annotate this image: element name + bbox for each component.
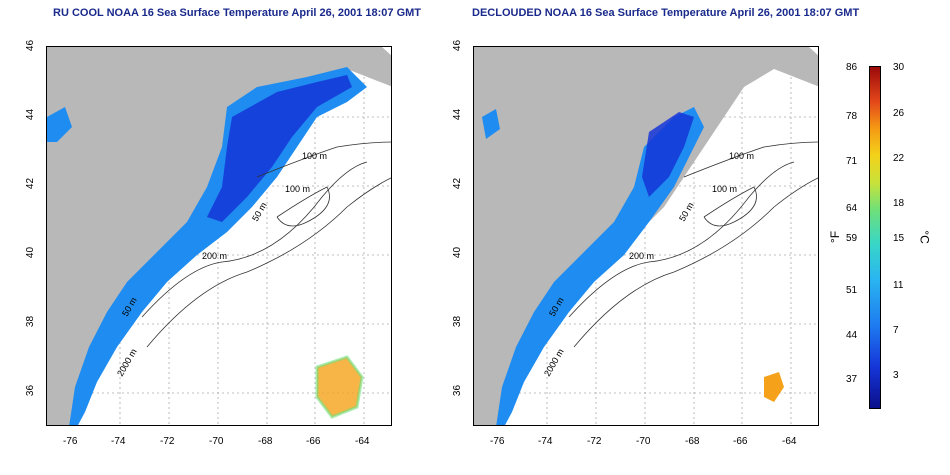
left-lat-tick: 36	[25, 384, 37, 397]
celsius-tick: 11	[893, 280, 904, 291]
fahrenheit-tick: 44	[846, 330, 858, 341]
fahrenheit-tick: 64	[846, 203, 858, 214]
fahrenheit-tick: 37	[846, 374, 858, 385]
depth-label: 100 m	[729, 151, 754, 161]
left-lon-tick: -70	[209, 436, 224, 447]
right-lon-tick: -72	[587, 436, 602, 447]
right-lat-tick: 36	[452, 384, 464, 397]
celsius-unit-label: °C	[917, 230, 932, 244]
left-lat-tick: 46	[25, 39, 37, 52]
right-lon-tick: -66	[733, 436, 748, 447]
depth-label: 100 m	[285, 184, 310, 194]
depth-label: 50 m	[677, 201, 696, 223]
left-lon-tick: -74	[111, 436, 126, 447]
depth-label: 100 m	[712, 184, 737, 194]
celsius-tick: 18	[893, 198, 905, 209]
right-lon-tick: -70	[636, 436, 651, 447]
celsius-tick: 26	[893, 108, 905, 119]
temperature-colorbar	[869, 66, 881, 409]
depth-label: 200 m	[202, 251, 227, 261]
right-lat-tick: 42	[452, 177, 464, 190]
left-lat-tick: 40	[25, 246, 37, 259]
fahrenheit-tick: 86	[846, 62, 858, 73]
left-lon-tick: -72	[160, 436, 175, 447]
right-sst-map: 100 m 100 m 50 m 200 m 50 m 2000 m	[473, 46, 819, 426]
depth-label: 2000 m	[542, 347, 566, 378]
left-lat-tick: 38	[25, 315, 37, 328]
depth-label: 200 m	[629, 251, 654, 261]
fahrenheit-tick: 51	[846, 285, 858, 296]
right-lat-tick: 40	[452, 246, 464, 259]
left-sst-map: 100 m 100 m 50 m 200 m 50 m 2000 m	[46, 46, 392, 426]
left-lat-tick: 42	[25, 177, 37, 190]
left-map-title: RU COOL NOAA 16 Sea Surface Temperature …	[53, 7, 422, 19]
right-lat-tick: 38	[452, 315, 464, 328]
left-lon-tick: -66	[306, 436, 321, 447]
fahrenheit-tick: 71	[846, 156, 858, 167]
right-lat-tick: 44	[452, 108, 464, 121]
left-lat-tick: 44	[25, 108, 37, 121]
right-map-title: DECLOUDED NOAA 16 Sea Surface Temperatur…	[472, 7, 860, 19]
fahrenheit-tick: 59	[846, 233, 858, 244]
celsius-tick: 7	[893, 325, 899, 336]
left-lon-tick: -76	[63, 436, 78, 447]
depth-label: 100 m	[302, 151, 327, 161]
right-lon-tick: -68	[685, 436, 700, 447]
right-lon-tick: -64	[782, 436, 797, 447]
celsius-tick: 22	[893, 153, 905, 164]
left-lon-tick: -64	[355, 436, 370, 447]
celsius-tick: 30	[893, 62, 905, 73]
fahrenheit-unit-label: °F	[828, 230, 843, 244]
depth-label: 2000 m	[115, 347, 139, 378]
celsius-tick: 3	[893, 370, 899, 381]
right-lat-tick: 46	[452, 39, 464, 52]
left-lon-tick: -68	[258, 436, 273, 447]
celsius-tick: 15	[893, 233, 905, 244]
right-lon-tick: -76	[490, 436, 505, 447]
right-lon-tick: -74	[538, 436, 553, 447]
fahrenheit-tick: 78	[846, 111, 858, 122]
